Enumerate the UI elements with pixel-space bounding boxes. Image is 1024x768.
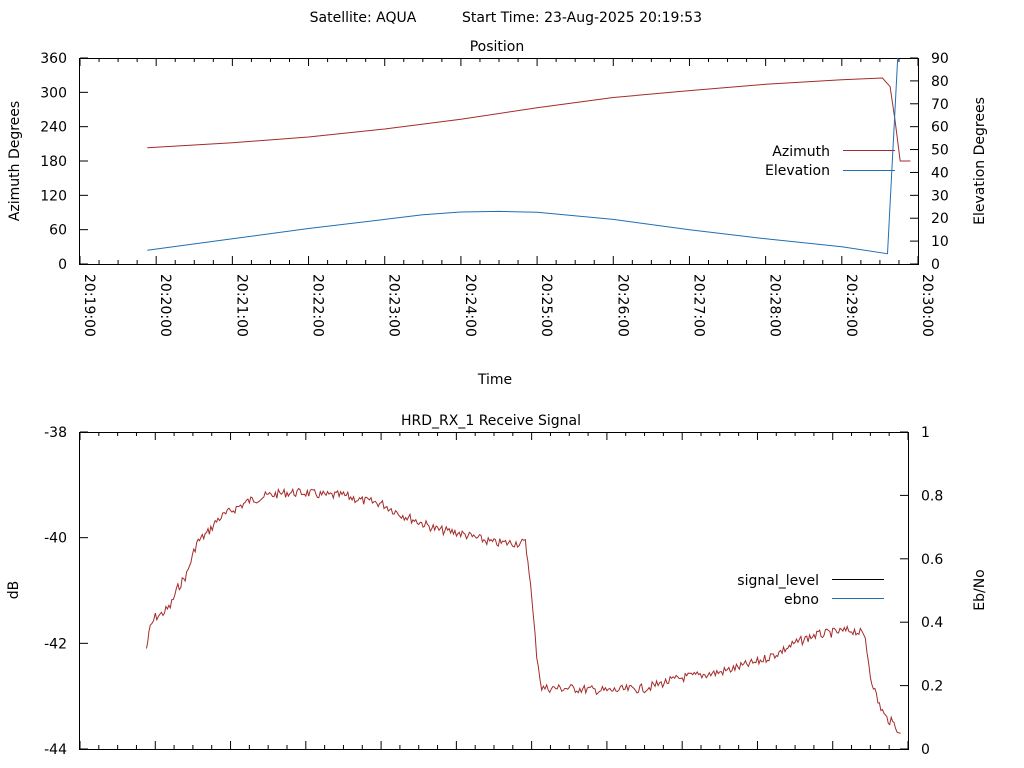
series-line-elevation	[147, 57, 899, 255]
legend-ebno-label: ebno	[784, 592, 819, 608]
position-series	[147, 57, 911, 255]
y2-tick-label: 50	[931, 143, 949, 159]
position-y-axis-label: Azimuth Degrees	[7, 101, 23, 221]
y-tick-label: 360	[40, 51, 67, 67]
y-tick-label: 120	[40, 188, 67, 204]
x-tick-label: 20:28:00	[767, 274, 783, 337]
y2-tick-label: 10	[931, 234, 949, 250]
signal-legend: signal_level ebno	[737, 573, 884, 608]
position-ticks: 20:19:00 20:20:00 20:21:00 20:22:00 20:23:00…	[40, 51, 949, 337]
position-chart: Position 20:19:00 20:20:00 20:21:00 20:22:0…	[7, 39, 988, 388]
y2-tick-label: 0.6	[921, 552, 943, 568]
x-tick-label: 20:30:00	[919, 274, 935, 337]
x-tick-label: 20:26:00	[614, 274, 630, 337]
x-tick-label: 20:21:00	[233, 274, 249, 337]
x-tick-label: 20:19:00	[81, 274, 97, 337]
legend-azimuth-label: Azimuth	[772, 144, 830, 160]
x-tick-label: 20:23:00	[386, 274, 402, 337]
satellite-label: Satellite: AQUA	[310, 10, 417, 26]
y2-tick-label: 0	[931, 257, 940, 273]
x-tick-label: 20:22:00	[310, 274, 326, 337]
y2-tick-label: 60	[931, 120, 949, 136]
legend-signal-level-label: signal_level	[737, 573, 819, 589]
signal-chart-title: HRD_RX_1 Receive Signal	[401, 413, 581, 429]
position-legend: Azimuth Elevation	[765, 144, 895, 179]
y2-tick-label: 0.8	[921, 488, 943, 504]
start-time-label: Start Time: 23-Aug-2025 20:19:53	[462, 10, 702, 26]
y2-tick-label: 0	[921, 742, 930, 758]
x-tick-label: 20:27:00	[690, 274, 706, 337]
x-tick-label: 20:29:00	[843, 274, 859, 337]
x-tick-label: 20:24:00	[462, 274, 478, 337]
y-tick-label: -42	[44, 636, 67, 652]
y-tick-label: -40	[44, 531, 67, 547]
series-line-signal-level	[146, 487, 901, 734]
y2-tick-label: 70	[931, 97, 949, 113]
position-y2-axis-label: Elevation Degrees	[972, 97, 988, 225]
y2-tick-label: 80	[931, 74, 949, 90]
signal-series	[146, 487, 901, 734]
y-tick-label: 300	[40, 85, 67, 101]
position-chart-title: Position	[470, 39, 525, 55]
y-tick-label: 240	[40, 120, 67, 136]
y-tick-label: 60	[49, 223, 67, 239]
x-tick-label: 20:20:00	[157, 274, 173, 337]
signal-chart: HRD_RX_1 Receive Signal -44 -42 -40 -38 0 0.2…	[6, 413, 988, 758]
y-tick-label: -44	[44, 742, 67, 758]
y2-tick-label: 0.2	[921, 679, 943, 695]
signal-y-axis-label: dB	[6, 581, 22, 600]
x-tick-label: 20:25:00	[538, 274, 554, 337]
y-tick-label: 180	[40, 154, 67, 170]
y2-tick-label: 1	[921, 425, 930, 441]
y-tick-label: 0	[58, 257, 67, 273]
series-line-azimuth	[147, 77, 911, 162]
position-x-axis-label: Time	[477, 372, 512, 388]
y-tick-label: -38	[44, 425, 67, 441]
y2-tick-label: 0.4	[921, 615, 943, 631]
signal-ticks: -44 -42 -40 -38 0 0.2 0.4 0.6 0.8 1	[44, 425, 943, 758]
y2-tick-label: 20	[931, 211, 949, 227]
y2-tick-label: 90	[931, 51, 949, 67]
signal-y2-axis-label: Eb/No	[972, 569, 988, 611]
y2-tick-label: 30	[931, 188, 949, 204]
y2-tick-label: 40	[931, 165, 949, 181]
legend-elevation-label: Elevation	[765, 163, 830, 179]
